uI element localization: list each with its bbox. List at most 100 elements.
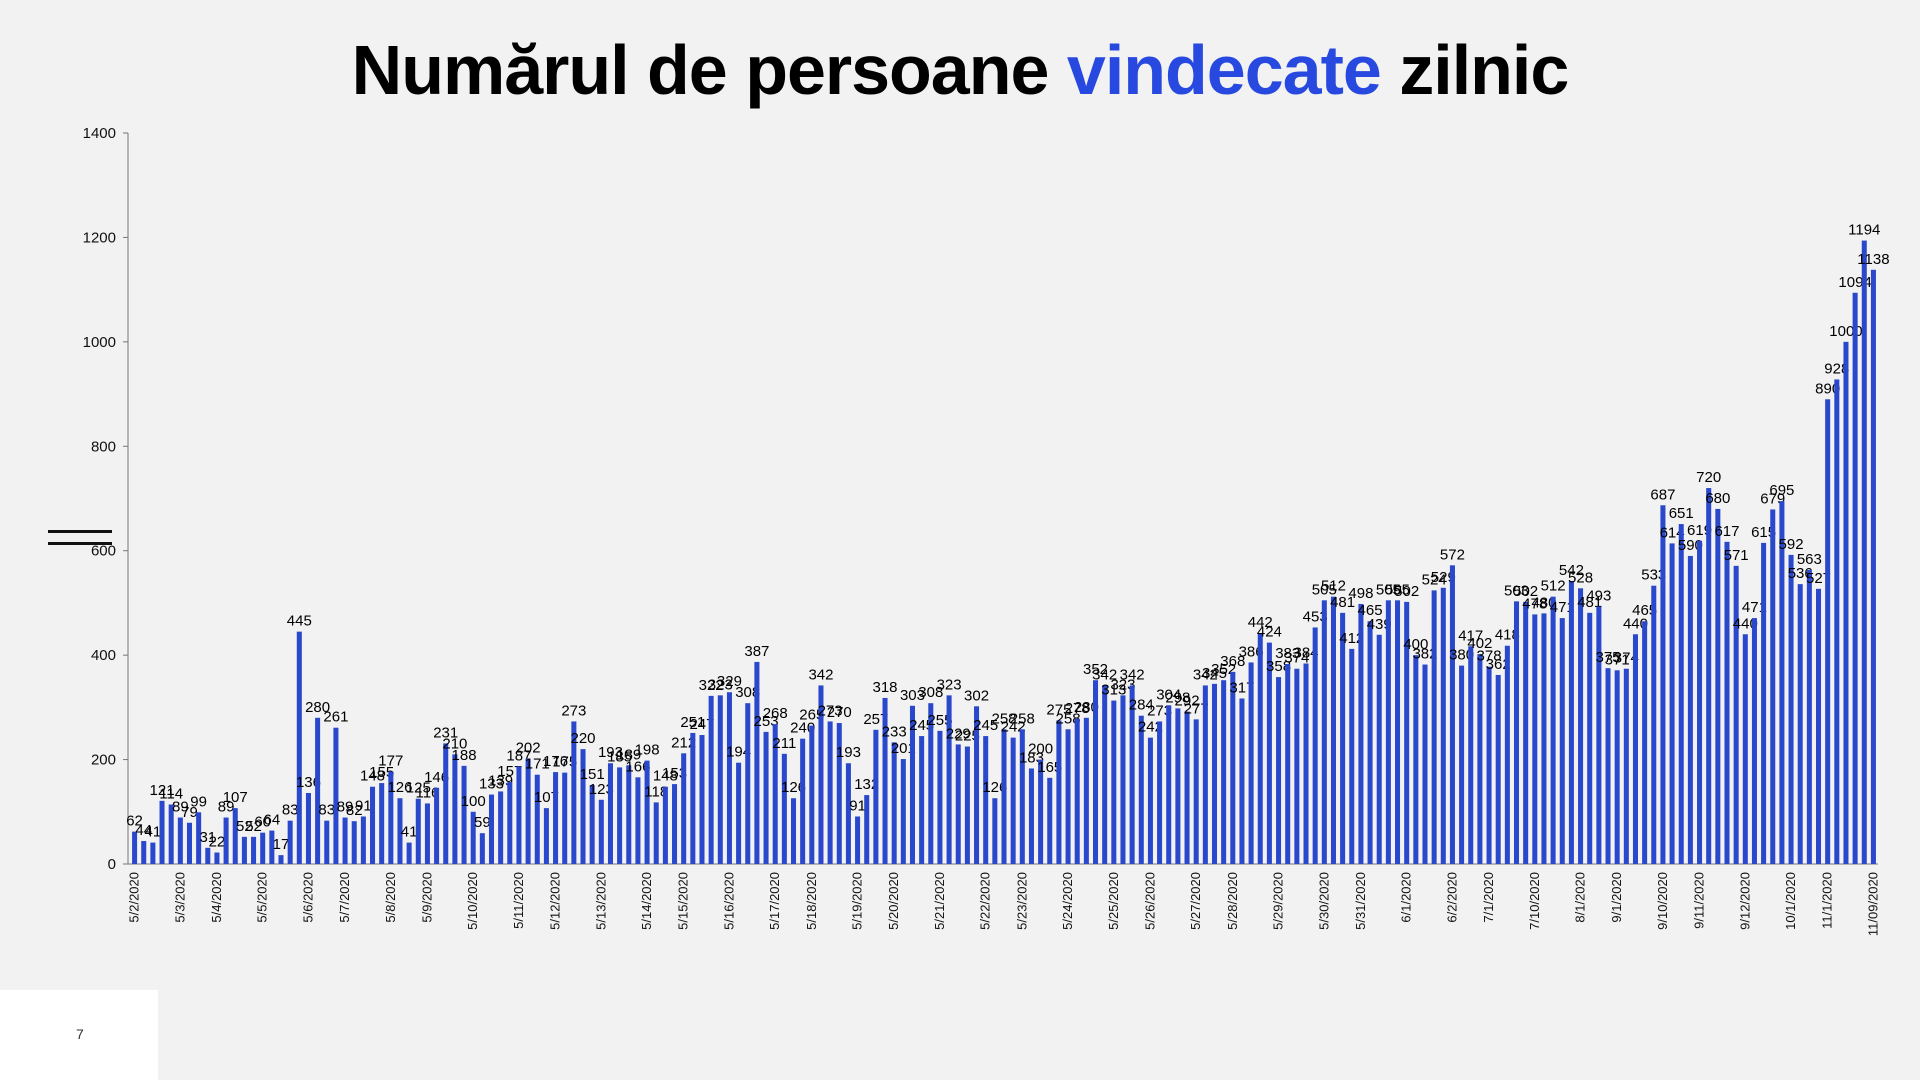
bar: [1202, 685, 1208, 864]
x-tick-label: 6/2/2020: [1444, 872, 1459, 923]
bar-value-label: 148: [653, 768, 678, 785]
bar: [726, 692, 732, 864]
bar: [516, 766, 522, 864]
bar-value-label: 240: [790, 720, 815, 737]
bar-value-label: 342: [1120, 666, 1145, 683]
bar: [452, 754, 458, 864]
bar-value-label: 22: [209, 834, 226, 851]
y-tick-label: 200: [91, 752, 116, 769]
x-tick-label: 5/2/2020: [127, 872, 142, 923]
x-tick-label: 5/23/2020: [1014, 872, 1029, 930]
bar-value-label: 371: [1605, 651, 1630, 668]
bar: [745, 703, 751, 864]
bar-value-label: 177: [378, 753, 403, 770]
bar: [1340, 612, 1346, 864]
bar-value-label: 247: [689, 716, 714, 733]
bar-value-label: 126: [387, 779, 412, 796]
bar: [827, 721, 833, 864]
bar: [653, 802, 659, 864]
bar-value-label: 478: [1522, 595, 1547, 612]
bar: [296, 631, 302, 864]
bar: [1349, 648, 1355, 864]
bar-value-label: 424: [1257, 624, 1282, 641]
bar-value-label: 402: [1467, 635, 1492, 652]
bar: [1413, 655, 1419, 864]
bar: [1697, 540, 1703, 864]
side-decoration-lines: [48, 530, 112, 554]
bar: [1870, 269, 1876, 865]
bar: [1568, 580, 1574, 864]
x-tick-label: 5/19/2020: [850, 872, 865, 930]
bar: [928, 703, 934, 864]
bar-value-label: 1000: [1829, 323, 1862, 340]
bar-value-label: 52: [236, 818, 253, 835]
bar-value-label: 542: [1559, 562, 1584, 579]
bar-value-label: 284: [1129, 697, 1154, 714]
bar: [1605, 668, 1611, 864]
bar: [1440, 587, 1446, 864]
bar: [1651, 585, 1657, 864]
bar: [1761, 542, 1767, 864]
bar-value-label: 148: [360, 768, 385, 785]
x-tick-label: 5/4/2020: [209, 872, 224, 923]
bar-value-label: 83: [282, 802, 299, 819]
bar: [909, 705, 915, 864]
bar-value-label: 275: [1046, 701, 1071, 718]
bar-value-label: 171: [525, 756, 550, 773]
bar: [1660, 505, 1666, 864]
bar-value-label: 126: [781, 779, 806, 796]
bar-value-label: 242: [1001, 719, 1026, 736]
bar: [159, 800, 165, 864]
bar-value-label: 59: [474, 814, 491, 831]
bar: [1184, 711, 1190, 864]
bar: [1459, 665, 1465, 864]
bar: [479, 833, 485, 864]
bar-value-label: 465: [1632, 602, 1657, 619]
bar-value-label: 1194: [1848, 222, 1880, 239]
bar: [1715, 508, 1721, 864]
x-tick-label: 5/9/2020: [419, 872, 434, 923]
bar-value-label: 44: [135, 822, 152, 839]
bar-value-label: 212: [671, 734, 696, 751]
bar: [1751, 618, 1757, 864]
x-tick-label: 7/10/2020: [1527, 872, 1542, 930]
bar-value-label: 100: [461, 793, 486, 810]
bar: [1065, 729, 1071, 864]
bar: [946, 695, 952, 864]
bar: [424, 803, 430, 864]
bar: [1431, 590, 1437, 864]
slide-title: Numărul de persoane vindecate zilnic: [0, 30, 1920, 110]
bar: [150, 842, 156, 864]
x-tick-label: 5/22/2020: [978, 872, 993, 930]
bar: [287, 820, 293, 864]
bar: [763, 731, 769, 864]
bar-value-label: 317: [1229, 679, 1254, 696]
y-tick-label: 600: [91, 543, 116, 560]
bar: [1678, 524, 1684, 864]
bar: [1138, 715, 1144, 864]
bar: [1239, 698, 1245, 864]
bar: [525, 758, 531, 864]
bar-value-label: 91: [355, 797, 372, 814]
bar-value-label: 352: [1083, 661, 1108, 678]
x-tick-label: 10/1/2020: [1783, 872, 1798, 930]
bar-value-label: 383: [1275, 645, 1300, 662]
bar: [186, 822, 193, 864]
footer-box: [0, 990, 158, 1080]
bar: [672, 784, 678, 864]
bar: [690, 732, 696, 864]
bar: [1074, 718, 1080, 864]
bar: [809, 725, 815, 864]
bar-value-label: 245: [973, 717, 998, 734]
bar: [1312, 627, 1318, 864]
bar-value-label: 493: [1586, 588, 1611, 605]
bar: [1001, 729, 1007, 864]
bar: [1321, 600, 1327, 864]
bar-value-label: 268: [763, 705, 788, 722]
bar-value-label: 471: [1550, 599, 1575, 616]
bar-value-label: 512: [1541, 578, 1566, 595]
bar-value-label: 533: [1641, 567, 1666, 584]
bar: [351, 821, 357, 864]
bar: [1642, 621, 1648, 864]
bar: [717, 695, 723, 864]
